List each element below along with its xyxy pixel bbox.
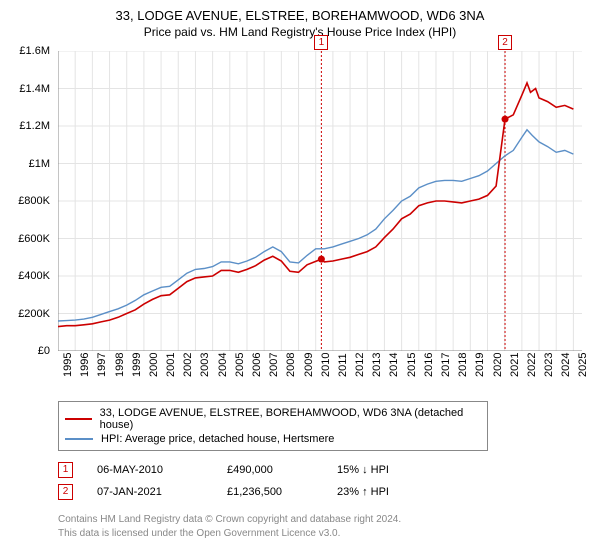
sales-table: 1 06-MAY-2010£490,00015% ↓ HPI 2 07-JAN-202… — [58, 459, 590, 503]
x-tick-label: 2006 — [251, 353, 263, 377]
x-tick-label: 2003 — [199, 353, 211, 377]
sale-index-box: 1 — [58, 462, 73, 478]
x-tick-label: 2012 — [354, 353, 366, 377]
plot-canvas — [58, 51, 582, 351]
x-tick-label: 2022 — [526, 353, 538, 377]
chart-title: 33, LODGE AVENUE, ELSTREE, BOREHAMWOOD, … — [10, 8, 590, 23]
x-tick-label: 2000 — [148, 353, 160, 377]
y-tick-label: £800K — [2, 195, 50, 207]
chart-area: £0£200K£400K£600K£800K£1M£1.2M£1.4M£1.6M… — [10, 45, 590, 395]
sales-row: 1 06-MAY-2010£490,00015% ↓ HPI — [58, 459, 590, 481]
y-tick-label: £400K — [2, 270, 50, 282]
sale-vs-hpi: 23% ↑ HPI — [337, 486, 457, 498]
y-tick-label: £0 — [2, 345, 50, 357]
x-tick-label: 1999 — [131, 353, 143, 377]
x-tick-label: 2018 — [457, 353, 469, 377]
x-tick-label: 2002 — [182, 353, 194, 377]
legend-label: 33, LODGE AVENUE, ELSTREE, BOREHAMWOOD, … — [100, 407, 481, 431]
y-tick-label: £1.6M — [2, 45, 50, 57]
arrow-icon: ↑ — [362, 486, 368, 498]
x-tick-label: 2016 — [423, 353, 435, 377]
y-tick-label: £1.2M — [2, 120, 50, 132]
legend-swatch — [65, 418, 92, 420]
x-tick-label: 2008 — [285, 353, 297, 377]
sales-row: 2 07-JAN-2021£1,236,50023% ↑ HPI — [58, 481, 590, 503]
x-tick-label: 2015 — [406, 353, 418, 377]
x-tick-label: 2024 — [560, 353, 572, 377]
x-tick-label: 1997 — [96, 353, 108, 377]
legend-row: HPI: Average price, detached house, Hert… — [65, 432, 481, 446]
sale-price: £490,000 — [227, 464, 337, 476]
sale-price: £1,236,500 — [227, 486, 337, 498]
sale-vs-hpi: 15% ↓ HPI — [337, 464, 457, 476]
x-tick-label: 2009 — [303, 353, 315, 377]
x-tick-label: 2025 — [577, 353, 589, 377]
x-tick-label: 2020 — [492, 353, 504, 377]
sale-date: 07-JAN-2021 — [97, 486, 227, 498]
x-tick-label: 2004 — [217, 353, 229, 377]
y-tick-label: £600K — [2, 233, 50, 245]
x-tick-label: 2019 — [474, 353, 486, 377]
x-tick-label: 1996 — [79, 353, 91, 377]
legend-label: HPI: Average price, detached house, Hert… — [101, 433, 334, 445]
arrow-icon: ↓ — [362, 464, 368, 476]
x-tick-label: 2010 — [320, 353, 332, 377]
x-tick-label: 2005 — [234, 353, 246, 377]
sale-date: 06-MAY-2010 — [97, 464, 227, 476]
x-tick-label: 1998 — [114, 353, 126, 377]
sale-index-box: 2 — [58, 484, 73, 500]
x-tick-label: 2023 — [543, 353, 555, 377]
x-tick-label: 2014 — [388, 353, 400, 377]
x-tick-label: 2013 — [371, 353, 383, 377]
footnote-line-1: Contains HM Land Registry data © Crown c… — [58, 513, 590, 527]
y-tick-label: £1.4M — [2, 83, 50, 95]
sale-marker-1: 1 — [314, 35, 328, 50]
x-tick-label: 2001 — [165, 353, 177, 377]
y-tick-label: £200K — [2, 308, 50, 320]
legend-swatch — [65, 438, 93, 440]
legend-row: 33, LODGE AVENUE, ELSTREE, BOREHAMWOOD, … — [65, 406, 481, 432]
x-tick-label: 2011 — [337, 353, 349, 377]
y-tick-label: £1M — [2, 158, 50, 170]
footnote-line-2: This data is licensed under the Open Gov… — [58, 527, 590, 541]
footnote: Contains HM Land Registry data © Crown c… — [58, 513, 590, 540]
x-tick-label: 2017 — [440, 353, 452, 377]
legend: 33, LODGE AVENUE, ELSTREE, BOREHAMWOOD, … — [58, 401, 488, 451]
sale-marker-2: 2 — [498, 35, 512, 50]
x-tick-label: 2021 — [509, 353, 521, 377]
x-tick-label: 1995 — [62, 353, 74, 377]
x-tick-label: 2007 — [268, 353, 280, 377]
